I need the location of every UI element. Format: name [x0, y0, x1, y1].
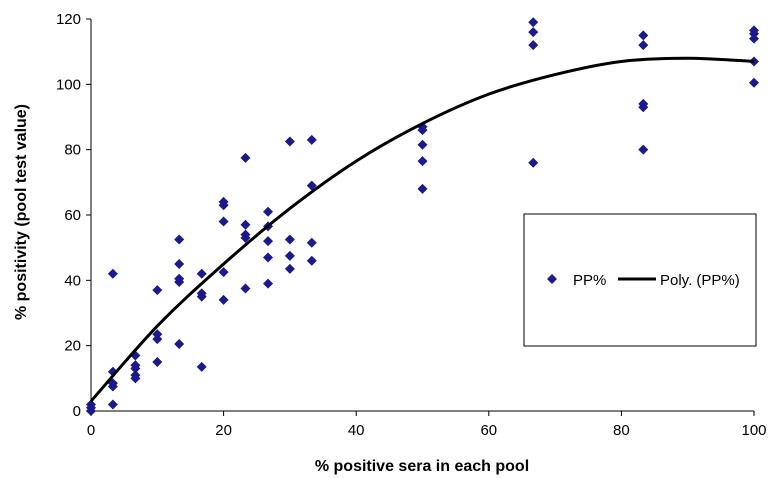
data-point	[130, 360, 141, 371]
data-point	[749, 77, 759, 88]
y-tick-label: 60	[64, 207, 81, 224]
data-point	[749, 25, 759, 36]
data-point	[528, 17, 539, 28]
y-tick-label: 120	[56, 11, 81, 28]
data-point	[130, 370, 141, 381]
data-point	[528, 27, 539, 38]
data-point	[107, 268, 118, 279]
data-point	[417, 139, 428, 150]
data-point	[263, 252, 274, 263]
data-point	[638, 40, 649, 51]
data-point	[284, 263, 295, 274]
trendline	[89, 56, 755, 403]
y-tick-label: 0	[73, 403, 81, 420]
x-tick-label: 80	[613, 422, 630, 439]
y-tick-label: 20	[64, 338, 81, 355]
y-tick-label: 40	[64, 272, 81, 289]
legend-label-pp: PP%	[573, 272, 606, 289]
data-point	[196, 268, 207, 279]
data-point	[240, 283, 251, 294]
data-point	[107, 399, 118, 410]
data-point	[174, 259, 185, 269]
data-point	[528, 40, 539, 51]
data-point	[638, 98, 649, 109]
x-axis-label: % positive sera in each pool	[315, 458, 529, 475]
data-point	[638, 144, 649, 155]
data-point	[174, 234, 185, 245]
legend: PP% Poly. (PP%)	[523, 213, 757, 347]
data-point	[218, 196, 229, 207]
data-point	[196, 361, 207, 372]
y-axis-label: % positivity (pool test value)	[13, 104, 30, 320]
data-point	[284, 136, 295, 147]
data-point	[263, 206, 274, 217]
data-point	[417, 156, 428, 167]
data-point	[417, 183, 428, 194]
y-ticks: 0 20 40 60 80 100 120	[56, 11, 91, 420]
y-tick-label: 80	[64, 142, 81, 159]
data-point	[218, 294, 229, 305]
x-tick-label: 60	[480, 422, 497, 439]
data-point	[174, 273, 185, 284]
data-points	[86, 17, 759, 416]
x-tick-label: 0	[87, 422, 95, 439]
data-point	[218, 216, 229, 227]
data-point	[152, 285, 163, 296]
data-point	[152, 329, 163, 340]
y-tick-label: 100	[56, 76, 81, 93]
legend-label-poly: Poly. (PP%)	[660, 272, 740, 289]
x-ticks: 0 20 40 60 80 100	[87, 411, 767, 439]
x-tick-label: 100	[741, 422, 766, 439]
data-point	[174, 339, 185, 350]
data-point	[240, 219, 251, 230]
data-point	[306, 255, 317, 266]
data-point	[263, 236, 274, 247]
data-point	[196, 288, 207, 299]
data-point	[306, 180, 317, 191]
data-point	[306, 237, 317, 248]
data-point	[240, 152, 251, 163]
x-tick-label: 20	[215, 422, 232, 439]
data-point	[240, 229, 251, 240]
data-point	[306, 134, 317, 145]
data-point	[218, 267, 229, 278]
legend-marker-pp	[547, 274, 557, 284]
data-point	[638, 30, 649, 41]
x-tick-label: 40	[348, 422, 365, 439]
data-point	[152, 357, 163, 367]
data-point	[284, 250, 295, 261]
data-point	[528, 157, 539, 168]
data-point	[284, 234, 295, 245]
data-point	[263, 278, 274, 289]
data-point	[86, 399, 96, 410]
